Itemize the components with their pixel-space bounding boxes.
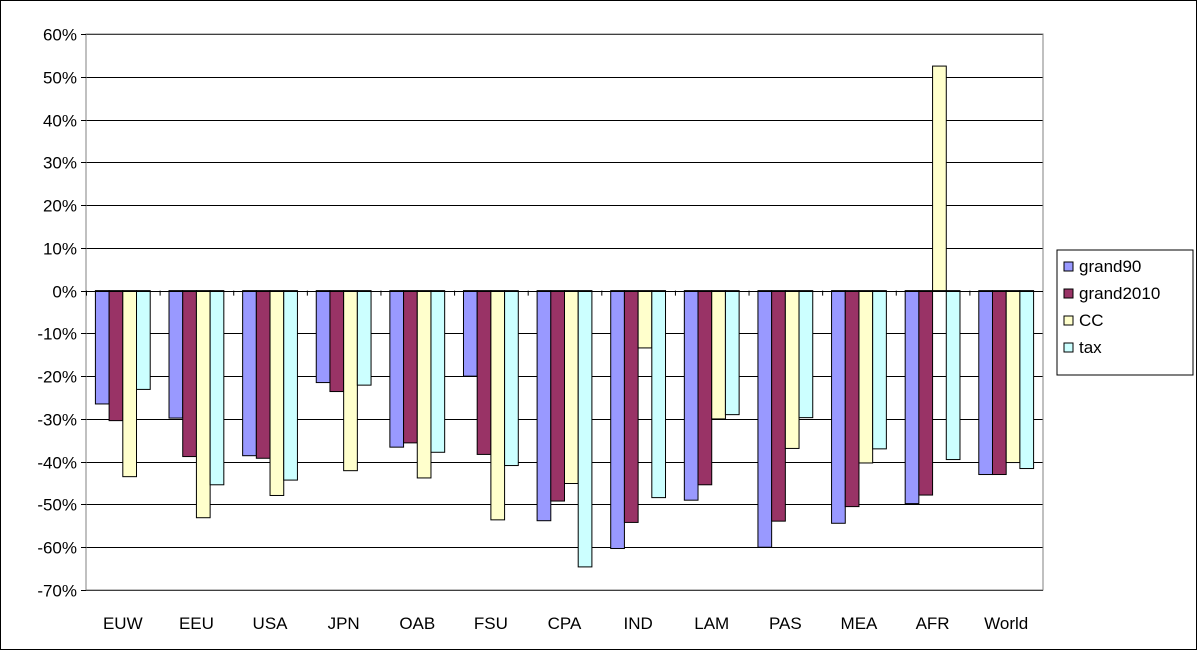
legend-label-grand90: grand90	[1079, 257, 1141, 276]
bar-grand90-PAS	[757, 290, 773, 548]
legend-box	[1056, 249, 1194, 376]
bar-CC-MEA	[858, 290, 874, 464]
bar-CC-World	[1005, 290, 1021, 464]
x-tick-label: PAS	[769, 614, 802, 633]
bar-CC-AFR	[932, 65, 947, 292]
legend-label-grand2010: grand2010	[1079, 284, 1160, 303]
bar-CC-OAB	[416, 290, 432, 479]
bar-grand2010-PAS	[771, 290, 786, 522]
bars	[94, 65, 1035, 568]
bar-grand90-CPA	[536, 290, 552, 522]
y-tick-label: -50%	[37, 496, 77, 515]
bar-grand2010-IND	[623, 290, 639, 523]
legend-swatch-grand2010	[1063, 288, 1074, 299]
y-tick-label: 0%	[52, 283, 77, 302]
bar-tax-FSU	[504, 290, 519, 467]
bar-CC-USA	[269, 290, 285, 496]
bar-grand90-IND	[610, 290, 625, 550]
bar-grand90-LAM	[683, 290, 699, 501]
bar-grand90-MEA	[831, 290, 846, 524]
y-tick-label: -30%	[37, 411, 77, 430]
bar-grand2010-EUW	[108, 290, 124, 422]
x-tick-label: JPN	[328, 614, 360, 633]
legend-swatch-grand90	[1063, 261, 1074, 272]
bar-tax-EUW	[136, 290, 151, 390]
legend-label-CC: CC	[1079, 311, 1104, 330]
x-tick-label: MEA	[841, 614, 879, 633]
y-tick-label: -40%	[37, 454, 77, 473]
bar-grand90-EEU	[168, 290, 184, 419]
bar-tax-EEU	[209, 290, 225, 486]
x-tick-label: CPA	[548, 614, 582, 633]
x-tick-label: AFR	[916, 614, 950, 633]
x-tick-label: World	[984, 614, 1028, 633]
bar-grand2010-MEA	[844, 290, 860, 508]
x-tick-label: FSU	[474, 614, 508, 633]
bar-grand90-AFR	[904, 290, 920, 505]
legend-label-tax: tax	[1079, 338, 1102, 357]
x-tick-label: EEU	[179, 614, 214, 633]
y-tick-label: -60%	[37, 539, 77, 558]
bar-grand90-OAB	[389, 290, 405, 448]
x-tick-label: OAB	[399, 614, 435, 633]
bar-tax-World	[1019, 290, 1035, 470]
legend-swatch-CC	[1063, 315, 1074, 326]
bar-CC-EUW	[122, 290, 138, 478]
y-tick-label: -70%	[37, 582, 77, 601]
bar-grand90-World	[978, 290, 993, 476]
bar-grand2010-LAM	[697, 290, 713, 486]
bar-CC-IND	[637, 290, 653, 349]
bar-grand2010-CPA	[550, 290, 565, 502]
bar-grand90-USA	[242, 290, 257, 457]
x-tick-label: EUW	[103, 614, 143, 633]
y-axis-ticks: 60% 50% 40% 30% 20% 10% 0% -10% -20% -30% -40% -50%…	[37, 26, 86, 601]
x-tick-label: IND	[623, 614, 652, 633]
y-tick-label: -20%	[37, 368, 77, 387]
bar-grand2010-World	[991, 290, 1007, 476]
bar-grand90-JPN	[315, 290, 331, 384]
x-tick-label: USA	[253, 614, 289, 633]
x-axis-ticks: EUW EEU USA JPN OAB FSU CPA IND LAM PAS MEA AFR Worl…	[86, 290, 1028, 633]
bar-tax-AFR	[945, 290, 961, 461]
y-tick-label: 60%	[43, 26, 77, 45]
bar-CC-EEU	[195, 290, 211, 519]
bar-tax-OAB	[430, 290, 446, 453]
y-tick-label: 30%	[43, 154, 77, 173]
axes	[85, 33, 1044, 591]
bar-grand2010-USA	[255, 290, 271, 459]
x-tick-label: LAM	[694, 614, 729, 633]
bar-tax-USA	[283, 290, 298, 481]
bar-grand90-FSU	[462, 290, 478, 377]
y-tick-label: 40%	[43, 112, 77, 131]
bar-CC-JPN	[343, 290, 358, 472]
bar-grand2010-FSU	[476, 290, 492, 455]
y-tick-label: 50%	[43, 69, 77, 88]
bar-tax-MEA	[872, 290, 887, 450]
bar-grand2010-AFR	[918, 290, 934, 496]
bar-CC-LAM	[711, 290, 726, 420]
bar-grand90-EUW	[94, 290, 110, 405]
y-tick-label: -10%	[37, 325, 77, 344]
bar-tax-JPN	[356, 290, 372, 386]
bar-grand2010-EEU	[182, 290, 197, 458]
y-tick-label: 10%	[43, 240, 77, 259]
bar-tax-CPA	[577, 290, 593, 568]
bar-CC-FSU	[490, 290, 506, 521]
bar-grand2010-OAB	[403, 290, 418, 444]
y-tick-label: 20%	[43, 197, 77, 216]
bar-tax-PAS	[798, 290, 814, 419]
legend: grand90 grand2010 CC tax	[1056, 249, 1194, 376]
bar-grand2010-JPN	[329, 290, 345, 393]
bar-tax-LAM	[724, 290, 740, 416]
bar-tax-IND	[651, 290, 667, 499]
legend-swatch-tax	[1063, 342, 1074, 353]
plot-area-border	[85, 33, 1044, 591]
bar-CC-PAS	[784, 290, 800, 449]
bar-CC-CPA	[564, 290, 579, 485]
